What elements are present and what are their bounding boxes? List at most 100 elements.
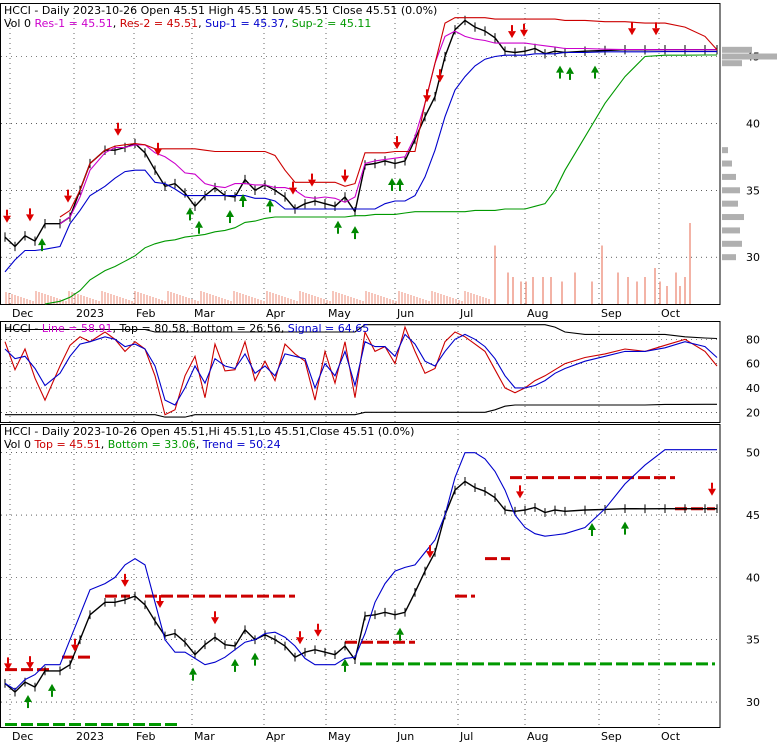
buy-arrow-icon — [38, 238, 46, 246]
x-tick-label: Feb — [136, 730, 155, 743]
panel-title: HCCI - Daily 2023-10-26 Open 45.51,Hi 45… — [4, 425, 414, 438]
panel-legend-part: Bottom = 33.06 — [108, 438, 196, 451]
series-line-close — [4, 480, 717, 694]
buy-arrow-icon — [226, 210, 234, 218]
panel-line-oscillator: 20 40 60 80 HCCI - Line = 58.91, Top = 80.58… — [0, 321, 760, 423]
volume-profile-bar — [722, 214, 744, 221]
buy-arrow-icon — [334, 220, 342, 228]
volume-profile-bar — [722, 254, 736, 261]
y-tick-label: 40 — [746, 571, 760, 584]
panel-legend-part: , — [198, 17, 205, 30]
buy-arrow-icon — [189, 667, 197, 675]
buy-arrow-icon — [591, 65, 599, 73]
sell-arrow-icon — [341, 175, 349, 183]
series-line-res-1 — [59, 30, 717, 225]
sell-arrow-icon — [296, 637, 304, 645]
sell-arrow-icon — [121, 579, 129, 587]
sell-arrow-icon — [3, 215, 11, 223]
buy-arrow-icon — [239, 193, 247, 201]
x-tick-label: 2023 — [76, 307, 104, 320]
x-tick-label: Aug — [527, 307, 548, 320]
sell-arrow-icon — [708, 488, 716, 496]
volume-profile-bar — [722, 160, 732, 167]
series-line-signal — [4, 333, 718, 406]
buy-arrow-icon — [341, 658, 349, 666]
sell-arrow-icon — [508, 31, 516, 39]
volume-profile-bar — [722, 147, 728, 154]
panel-title: HCCI - Daily 2023-10-26 Open 45.51 High … — [4, 4, 437, 17]
sell-arrow-icon — [436, 75, 444, 83]
x-tick-label: Oct — [661, 730, 681, 743]
panel-title-part: Signal = 64.65 — [288, 322, 370, 335]
buy-arrow-icon — [388, 177, 396, 185]
volume-profile-bar — [722, 187, 740, 194]
series-line-bottom — [5, 403, 717, 418]
x-tick-label: Apr — [266, 307, 286, 320]
y-tick-label: 40 — [746, 382, 760, 395]
panel-title-part: HCCI - Daily 2023-10-26 Open 45.51,Hi 45… — [4, 425, 414, 438]
series-line-trend — [4, 449, 717, 691]
x-tick-label: Sep — [601, 307, 622, 320]
x-tick-label: Aug — [527, 730, 548, 743]
buy-arrow-icon — [588, 522, 596, 530]
buy-arrow-icon — [48, 683, 56, 691]
y-tick-label: 50 — [746, 447, 760, 460]
buy-arrow-icon — [396, 627, 404, 635]
buy-arrow-icon — [231, 658, 239, 666]
sell-arrow-icon — [652, 28, 660, 36]
series-line-res-2 — [59, 17, 718, 218]
panel-frame — [0, 3, 721, 305]
sell-arrow-icon — [26, 214, 34, 222]
panel-legend-part: Res-2 = 45.51 — [120, 17, 198, 30]
volume-profile-bar — [722, 173, 736, 180]
sell-arrow-icon — [156, 601, 164, 609]
panel-title-part: , Top = 80.58, Bottom = 26.56, — [112, 322, 287, 335]
y-tick-label: 80 — [746, 333, 760, 346]
sell-arrow-icon — [516, 491, 524, 499]
panel-legend-part: , — [196, 438, 203, 451]
panel-legend-part: Sup-2 = 45.11 — [292, 17, 372, 30]
buy-arrow-icon — [195, 220, 203, 228]
sell-arrow-icon — [26, 662, 34, 670]
y-tick-label: 45 — [746, 509, 760, 522]
panel-legend-part: Vol 0 — [4, 17, 34, 30]
buy-arrow-icon — [566, 66, 574, 74]
panel-title: HCCI - Line = 58.91, Top = 80.58, Bottom… — [4, 322, 369, 335]
sell-arrow-icon — [211, 617, 219, 625]
panel-legend-part: , — [113, 17, 120, 30]
panel-title-part: HCCI - Daily 2023-10-26 Open 45.51 High … — [4, 4, 437, 17]
y-tick-label: 30 — [746, 696, 760, 709]
sell-arrow-icon — [308, 179, 316, 187]
x-tick-label: Dec — [12, 307, 33, 320]
buy-arrow-icon — [556, 65, 564, 73]
buy-arrow-icon — [266, 199, 274, 207]
y-tick-label: 35 — [746, 634, 760, 647]
sell-arrow-icon — [520, 29, 528, 37]
volume-profile-bar — [722, 46, 752, 53]
volume-profile-bar — [722, 60, 742, 67]
x-tick-label: May — [328, 307, 351, 320]
y-tick-label: 20 — [746, 406, 760, 419]
sell-arrow-icon — [154, 148, 162, 156]
x-tick-label: Jul — [459, 730, 473, 743]
buy-arrow-icon — [186, 207, 194, 215]
series-line-sup-2 — [44, 54, 717, 305]
panel-legend: Vol 0 Top = 45.51, Bottom = 33.06, Trend… — [4, 438, 281, 451]
volume-profile-bar — [722, 227, 740, 234]
panel-legend-part: , — [101, 438, 108, 451]
volume-profile-bar — [722, 240, 742, 247]
x-tick-label: Jun — [396, 307, 414, 320]
x-tick-label: Sep — [601, 730, 622, 743]
panel-trend: 30 35 40 45 50 Dec 2023 Feb Mar Apr May Jun Jul Aug Se… — [0, 424, 760, 743]
sell-arrow-icon — [71, 644, 79, 652]
x-tick-label: Mar — [194, 730, 215, 743]
x-tick-label: Dec — [12, 730, 33, 743]
y-tick-label: 60 — [746, 358, 760, 371]
x-tick-label: Oct — [661, 307, 681, 320]
y-tick-label: 35 — [746, 184, 760, 197]
x-tick-label: Jun — [396, 730, 414, 743]
series-line-close — [4, 19, 717, 248]
buy-arrow-icon — [621, 521, 629, 529]
